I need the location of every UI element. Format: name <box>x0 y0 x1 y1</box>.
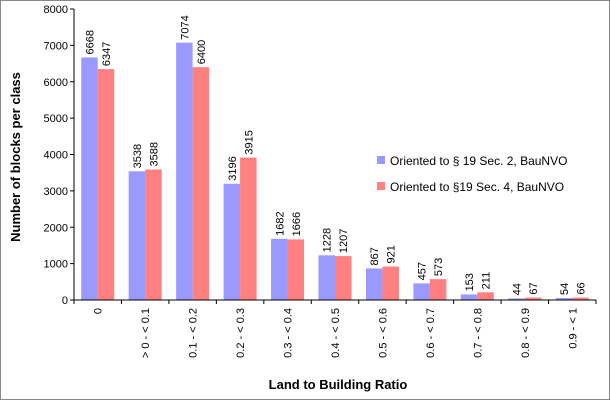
x-tick-label-4: 0.3 - < 0.4 <box>283 308 295 358</box>
bar-series-1-1 <box>128 171 146 300</box>
data-label-series-2-0: 6347 <box>101 42 113 66</box>
data-label-series-2-5: 1207 <box>338 229 350 253</box>
data-label-series-2-2: 6400 <box>196 40 208 64</box>
bar-series-2-8 <box>477 292 494 300</box>
x-axis-title: Land to Building Ratio <box>269 377 408 392</box>
legend-label-1: Oriented to § 19 Sec. 2, BauNVO <box>390 154 567 168</box>
bar-series-1-7 <box>413 283 430 300</box>
axes-layer: 0 1000 2000 3000 4000 5000 6000 7000 8000 0 > 0 - … <box>44 4 597 358</box>
x-tick-label-3: 0.2 - < 0.3 <box>235 308 247 358</box>
x-tick-label-10: 0.9 - < 1 <box>567 308 579 349</box>
y-tick-label-3: 3000 <box>44 186 68 198</box>
x-tick-label-7: 0.6 - < 0.7 <box>425 308 437 358</box>
data-label-series-1-2: 7074 <box>179 15 191 39</box>
y-axis-title-group: Number of blocks per class <box>8 72 23 242</box>
bar-series-2-10 <box>572 297 589 300</box>
data-label-series-2-4: 1666 <box>291 212 303 236</box>
bar-series-1-0 <box>81 57 98 301</box>
x-tick-label-2: 0.1 - < 0.2 <box>188 308 200 358</box>
bar-series-2-2 <box>192 67 210 300</box>
bar-series-1-3 <box>223 183 241 300</box>
data-label-series-1-1: 3538 <box>132 144 144 168</box>
bar-series-2-4 <box>287 239 305 300</box>
bar-series-2-9 <box>524 297 542 300</box>
bar-series-1-5 <box>318 255 335 300</box>
data-labels-layer: 6668 3538 7074 3196 1682 1228 867 457 153 44 54 634… <box>84 15 587 295</box>
x-tick-label-0: 0 <box>93 308 105 314</box>
data-label-series-1-4: 1682 <box>274 211 286 235</box>
y-axis-title: Number of blocks per class <box>8 72 23 242</box>
data-label-series-1-0: 6668 <box>84 30 96 54</box>
y-tick-label-8: 8000 <box>44 4 68 16</box>
data-label-series-2-1: 3588 <box>148 142 160 166</box>
data-label-series-1-5: 1228 <box>322 228 334 252</box>
bar-series-1-4 <box>271 238 288 300</box>
bar-series-2-0 <box>97 69 115 300</box>
bar-series-2-6 <box>382 266 399 300</box>
bar-series-2-3 <box>240 157 257 300</box>
bar-series-1-6 <box>365 268 383 300</box>
x-tick-label-8: 0.7 - < 0.8 <box>472 308 484 358</box>
x-tick-label-6: 0.5 - < 0.6 <box>377 308 389 358</box>
y-tick-label-6: 6000 <box>44 77 68 89</box>
data-label-series-1-3: 3196 <box>227 156 239 180</box>
x-tick-label-1: > 0 - < 0.1 <box>140 308 152 358</box>
y-tick-label-7: 7000 <box>44 40 68 52</box>
legend-swatch-1 <box>377 156 385 164</box>
bar-series-2-7 <box>429 279 447 300</box>
x-tick-label-9: 0.8 - < 0.9 <box>520 308 532 358</box>
bar-series-2-1 <box>145 169 162 300</box>
data-label-series-2-3: 3915 <box>243 130 255 154</box>
y-tick-label-2: 2000 <box>44 222 68 234</box>
legend: Oriented to § 19 Sec. 2, BauNVO Oriented … <box>377 154 567 194</box>
data-label-series-1-6: 867 <box>369 247 381 265</box>
bar-series-2-5 <box>335 256 352 300</box>
legend-swatch-2 <box>377 182 385 190</box>
bars-layer <box>81 42 589 301</box>
data-label-series-1-7: 457 <box>417 262 429 280</box>
data-label-series-2-6: 921 <box>386 245 398 263</box>
bar-series-1-9 <box>508 298 525 300</box>
x-tick-label-5: 0.4 - < 0.5 <box>330 308 342 358</box>
data-label-series-1-9: 44 <box>512 283 524 295</box>
data-label-series-2-10: 66 <box>576 282 588 294</box>
data-label-series-2-9: 67 <box>528 282 540 294</box>
y-tick-label-0: 0 <box>62 295 68 307</box>
bar-series-1-2 <box>176 42 193 301</box>
data-label-series-2-8: 211 <box>481 272 493 290</box>
bar-series-1-10 <box>555 298 573 300</box>
y-tick-label-4: 4000 <box>44 150 68 162</box>
legend-label-2: Oriented to §19 Sec. 4, BauNVO <box>390 180 564 194</box>
data-label-series-1-8: 153 <box>464 273 476 291</box>
bar-series-1-8 <box>460 294 478 300</box>
data-label-series-1-10: 54 <box>559 283 571 295</box>
y-tick-label-5: 5000 <box>44 113 68 125</box>
data-label-series-2-7: 573 <box>433 258 445 276</box>
y-tick-label-1: 1000 <box>44 259 68 271</box>
